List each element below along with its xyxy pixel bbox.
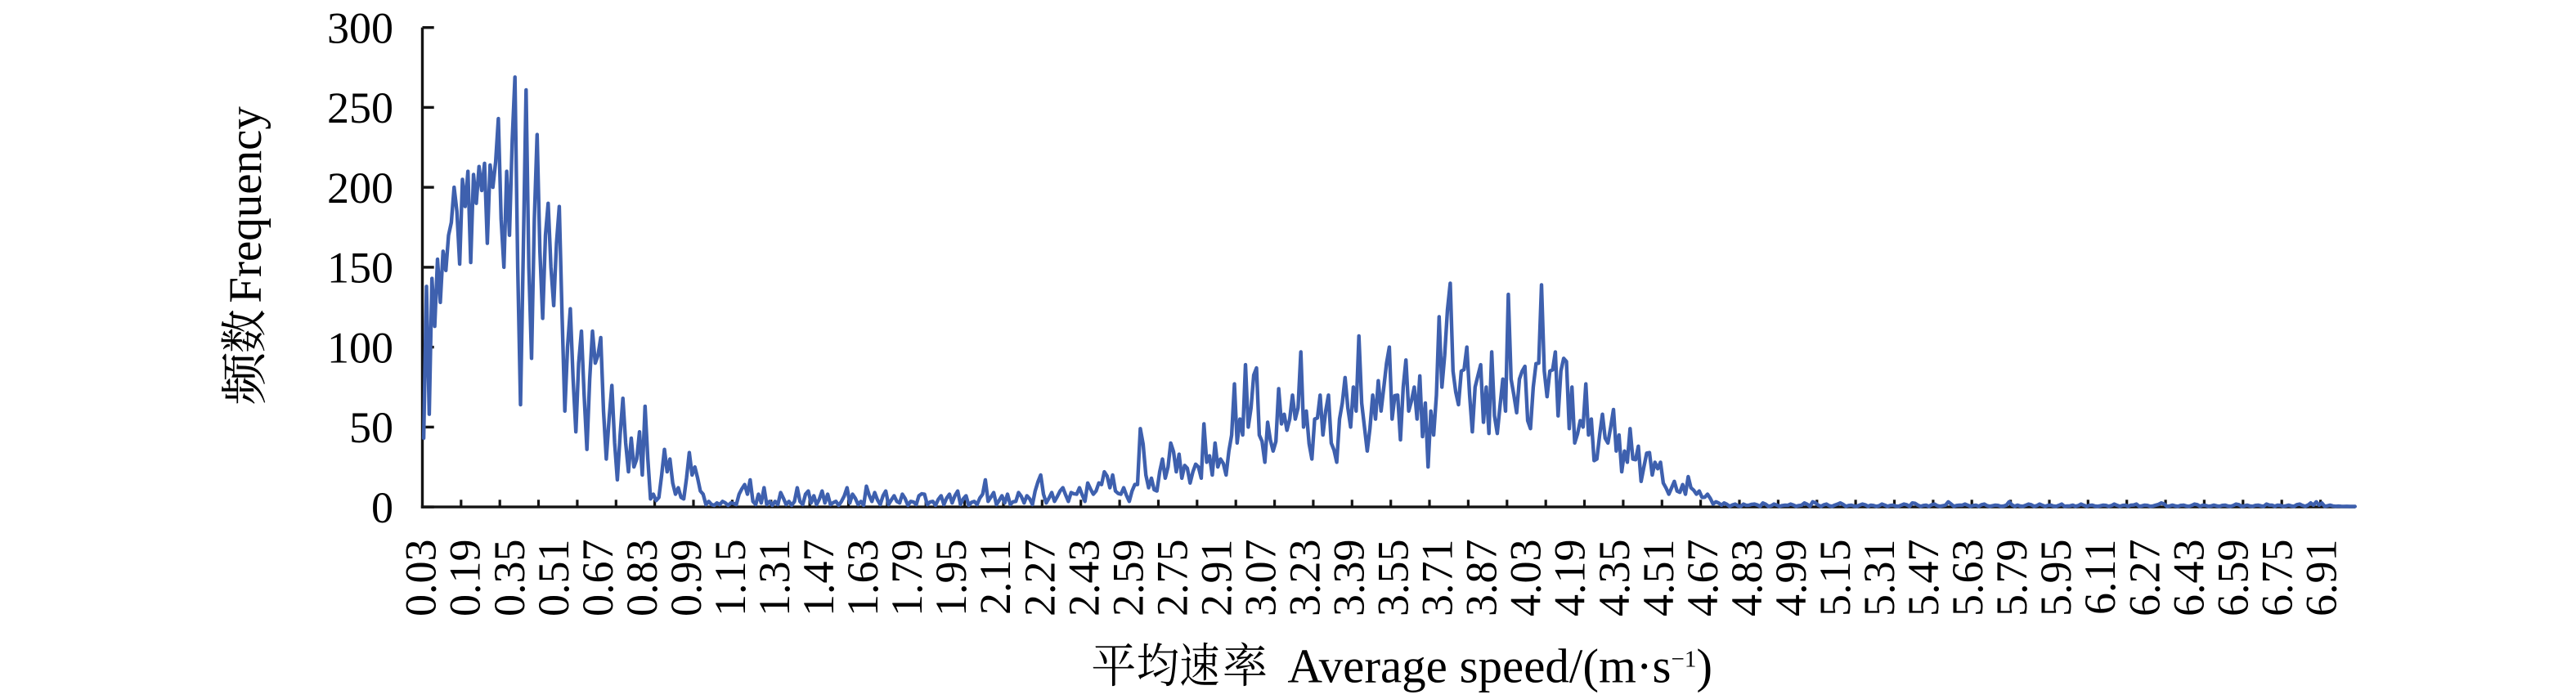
svg-text:4.35: 4.35 (1590, 540, 1639, 617)
svg-text:2.59: 2.59 (1103, 540, 1152, 617)
svg-text:4.03: 4.03 (1501, 540, 1551, 617)
svg-text:6.11: 6.11 (2076, 540, 2125, 616)
svg-text:Frequency: Frequency (220, 106, 272, 303)
svg-text:6.27: 6.27 (2120, 540, 2169, 617)
svg-text:3.23: 3.23 (1281, 540, 1330, 617)
svg-text:Average speed/(m·s−1): Average speed/(m·s−1) (1287, 639, 1712, 693)
svg-text:100: 100 (327, 323, 393, 372)
svg-text:3.55: 3.55 (1369, 540, 1418, 617)
svg-text:3.87: 3.87 (1457, 540, 1506, 617)
svg-text:5.47: 5.47 (1899, 540, 1948, 617)
svg-text:2.27: 2.27 (1015, 540, 1064, 617)
svg-text:1.79: 1.79 (882, 540, 931, 617)
svg-text:5.31: 5.31 (1855, 540, 1904, 617)
svg-text:50: 50 (349, 403, 393, 452)
svg-text:5.15: 5.15 (1811, 540, 1860, 617)
svg-text:0.83: 0.83 (617, 540, 666, 617)
svg-text:250: 250 (327, 83, 393, 132)
svg-text:3.71: 3.71 (1413, 540, 1462, 617)
svg-text:300: 300 (327, 3, 393, 52)
svg-text:2.91: 2.91 (1192, 540, 1241, 617)
svg-text:0.19: 0.19 (441, 540, 490, 617)
svg-text:5.95: 5.95 (2031, 540, 2080, 617)
svg-text:5.63: 5.63 (1943, 540, 1992, 617)
svg-text:1.31: 1.31 (750, 540, 799, 617)
svg-text:4.19: 4.19 (1546, 540, 1595, 617)
svg-text:4.51: 4.51 (1634, 540, 1683, 617)
svg-text:1.95: 1.95 (927, 540, 976, 617)
svg-text:1.47: 1.47 (794, 540, 843, 617)
svg-text:6.75: 6.75 (2252, 540, 2301, 617)
svg-text:3.39: 3.39 (1325, 540, 1374, 617)
svg-text:0.03: 0.03 (397, 540, 446, 617)
svg-text:3.07: 3.07 (1236, 540, 1286, 617)
svg-text:200: 200 (327, 164, 393, 213)
svg-text:0.99: 0.99 (662, 540, 711, 617)
svg-text:0.35: 0.35 (485, 540, 534, 617)
svg-text:0.51: 0.51 (529, 540, 578, 617)
svg-text:1.15: 1.15 (706, 540, 755, 617)
svg-text:4.67: 4.67 (1678, 540, 1727, 617)
svg-text:150: 150 (327, 244, 393, 293)
svg-text:2.11: 2.11 (971, 540, 1020, 616)
svg-text:6.43: 6.43 (2164, 540, 2213, 617)
svg-text:6.91: 6.91 (2296, 540, 2345, 617)
svg-text:4.99: 4.99 (1766, 540, 1815, 617)
svg-text:0: 0 (371, 483, 393, 532)
svg-text:6.59: 6.59 (2208, 540, 2257, 617)
svg-text:1.63: 1.63 (838, 540, 887, 617)
svg-text:5.79: 5.79 (1987, 540, 2036, 617)
svg-text:2.75: 2.75 (1147, 540, 1196, 617)
svg-text:2.43: 2.43 (1059, 540, 1108, 617)
svg-text:0.67: 0.67 (573, 540, 622, 617)
svg-text:4.83: 4.83 (1722, 540, 1771, 617)
